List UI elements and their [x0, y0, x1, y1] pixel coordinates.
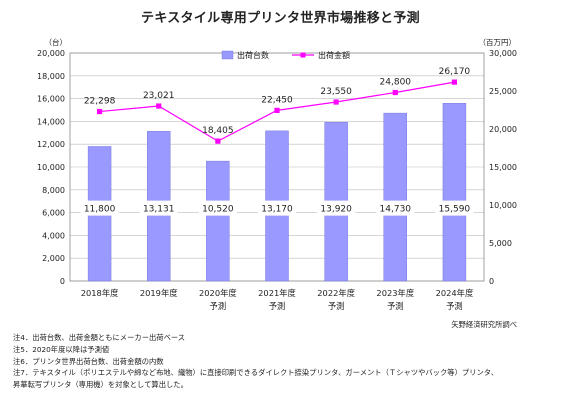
right-axis-tick-label: 30,000	[489, 49, 517, 58]
left-axis-tick-label: 8,000	[42, 186, 65, 195]
bar-data-label: 15,590	[439, 205, 471, 215]
bar-data-label-background	[198, 200, 237, 216]
right-axis-tick-label: 15,000	[489, 163, 517, 172]
note-6: 注6．プリンタ世界出荷台数、出荷金額の内数	[13, 356, 164, 366]
x-axis-tick-label: 予測	[210, 301, 227, 311]
bar-data-label: 11,800	[84, 205, 116, 215]
line-marker	[156, 103, 162, 109]
left-axis-tick-label: 0	[60, 277, 65, 286]
x-axis-tick-label: 2022年度	[317, 288, 355, 298]
left-axis-tick-label: 4,000	[42, 231, 65, 240]
line-data-label: 23,550	[320, 87, 352, 97]
x-axis-tick-label: 予測	[269, 301, 286, 311]
bar-data-label-background	[317, 200, 356, 216]
bar-data-label: 13,170	[261, 205, 293, 215]
line-data-label: 26,170	[439, 67, 471, 77]
line-marker	[392, 89, 398, 96]
x-axis-tick-label: 予測	[446, 301, 463, 311]
line-data-label: 24,800	[380, 78, 412, 88]
chart-title: テキスタイル専用プリンタ世界市場推移と予測	[141, 11, 420, 26]
right-axis-tick-label: 25,000	[489, 87, 517, 96]
right-axis-tick-label: 20,000	[489, 125, 517, 134]
bar-data-label-background	[80, 200, 119, 216]
notes-block: 注4．出荷台数、出荷金額ともにメーカー出荷ベース 注5．2020年度以降は予測値…	[13, 332, 498, 391]
line-marker	[333, 99, 339, 105]
bar-data-label: 13,131	[143, 205, 175, 215]
bar-data-label-background	[258, 200, 296, 216]
legend-bar-swatch	[221, 50, 234, 60]
bar-data-label: 13,920	[320, 205, 352, 215]
right-axis-tick-label: 0	[489, 277, 494, 286]
line-marker	[96, 108, 103, 115]
left-axis-tick-label: 12,000	[37, 140, 65, 149]
bar	[206, 160, 230, 282]
note-4: 注4．出荷台数、出荷金額ともにメーカー出荷ベース	[13, 333, 186, 342]
bar	[383, 112, 407, 282]
bar-data-label: 10,520	[202, 205, 234, 215]
line-marker	[451, 79, 458, 85]
note-7: 注7．テキスタイル（ポリエステルや綿など布地、織物）に直接印刷できるダイレクト捺…	[13, 368, 499, 378]
right-axis-unit-label: （百万円）	[479, 38, 517, 47]
x-axis-tick-label: 2018年度	[81, 288, 119, 298]
x-axis-tick-label: 2020年度	[199, 288, 237, 298]
legend-line-label: 出荷金額	[318, 50, 350, 60]
bar-data-label-background	[139, 200, 178, 216]
x-axis-tick-label: 2021年度	[258, 288, 296, 298]
legend-line-marker	[300, 52, 306, 58]
line-data-label: 22,298	[84, 97, 116, 107]
legend-bar-label: 出荷台数	[237, 50, 269, 60]
line-marker	[274, 107, 280, 113]
left-axis-tick-label: 2,000	[42, 254, 65, 263]
left-axis-tick-label: 20,000	[37, 49, 65, 58]
right-axis-tick-label: 10,000	[489, 201, 517, 210]
x-axis-tick-label: 予測	[387, 301, 404, 311]
x-axis-tick-label: 2023年度	[376, 288, 414, 298]
right-axis-tick-label: 5,000	[489, 239, 512, 248]
left-axis-tick-label: 6,000	[42, 209, 65, 218]
note-7-continued: 昇華転写プリンタ（専用機）を対象として算出した。	[13, 380, 188, 390]
bar-data-label-background	[376, 200, 415, 216]
line-data-label: 18,405	[202, 126, 234, 136]
left-axis-unit-label: （台）	[45, 37, 68, 47]
left-axis-tick-label: 14,000	[37, 117, 65, 126]
left-axis-tick-label: 10,000	[37, 163, 65, 172]
bar-data-label-background	[435, 200, 474, 216]
x-axis-tick-label: 予測	[328, 301, 345, 311]
left-axis-tick-label: 18,000	[37, 72, 65, 81]
x-axis-tick-label: 2019年度	[140, 288, 178, 298]
x-axis-tick-label: 2024年度	[436, 288, 474, 298]
line-data-label: 22,450	[261, 95, 293, 105]
note-5: 注5．2020年度以降は予測値	[13, 344, 110, 354]
left-axis-tick-label: 16,000	[37, 95, 65, 104]
bar-data-label: 14,730	[380, 205, 412, 215]
bar	[442, 103, 467, 282]
source-credit: 矢野経済研究所調べ	[451, 320, 517, 329]
line-marker	[215, 138, 221, 144]
line-data-label: 23,021	[143, 91, 175, 101]
